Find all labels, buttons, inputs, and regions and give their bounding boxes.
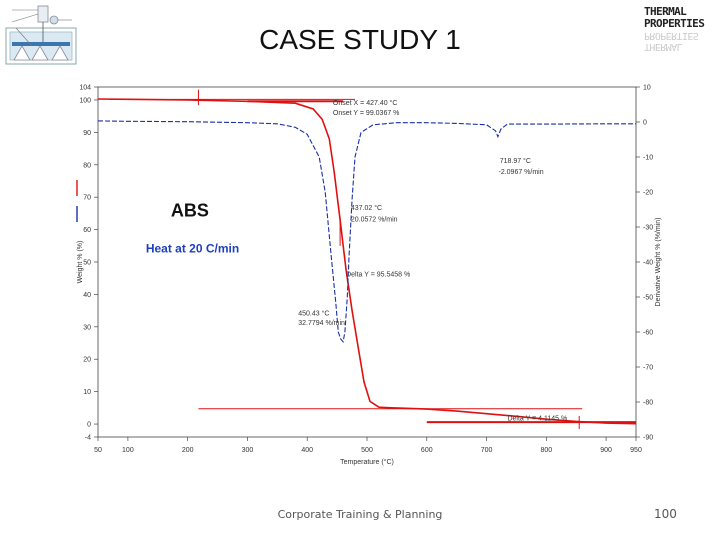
chart-overlay-condition: Heat at 20 C/min (146, 241, 239, 255)
y-tick-label: 90 (83, 130, 91, 137)
y2-tick-label: -40 (643, 260, 653, 267)
y-tick-label: 0 (87, 422, 91, 429)
y2-tick-label: -30 (643, 225, 653, 232)
chart-annotation: Delta Y = 4.1145 % (507, 415, 567, 422)
brand-text: THERMAL PROPERTIES (644, 5, 705, 30)
instrument-diagram-icon (5, 5, 77, 65)
footer-text: Corporate Training & Planning (277, 508, 443, 521)
x-tick-label: 300 (242, 447, 254, 454)
y-tick-label: 30 (83, 324, 91, 331)
slide-title: CASE STUDY 1 (259, 24, 461, 55)
y-tick-label: 104 (79, 85, 91, 92)
y-tick-label: 50 (83, 260, 91, 267)
y2-tick-label: -60 (643, 330, 653, 337)
x-tick-label: 200 (182, 447, 194, 454)
y2-tick-label: -20 (643, 190, 653, 197)
chart-annotation: Onset Y = 99.0367 % (333, 110, 400, 117)
chart-annotation: Delta Y = 95.5458 % (346, 272, 410, 279)
chart-overlay-title: ABS (171, 201, 209, 221)
chart-annotation: 718.97 °C (500, 157, 531, 165)
y2-tick-label: 0 (643, 120, 647, 127)
x-tick-label: 700 (481, 447, 493, 454)
y-tick-label: 100 (79, 97, 91, 104)
y-axis-label: Weight % (%) (77, 241, 84, 284)
x-tick-label: 950 (630, 447, 642, 454)
y-tick-label: 80 (83, 162, 91, 169)
x-tick-label: 400 (301, 447, 313, 454)
chart-annotation: 20.0572 %/min (351, 216, 398, 223)
plot-frame (97, 86, 637, 438)
y-tick-label: 40 (83, 292, 91, 299)
chart-annotation: 437.02 °C (351, 204, 382, 212)
x-tick-label: 800 (540, 447, 552, 454)
y2-tick-label: -10 (643, 155, 653, 162)
y2-tick-label: -90 (643, 435, 653, 442)
y-tick-label: 60 (83, 227, 91, 234)
page-number: 100 (654, 507, 677, 521)
y2-tick-label: -50 (643, 295, 653, 302)
x-tick-label: 100 (122, 447, 134, 454)
y2-axis-label: Derivative Weight % (%/min) (655, 218, 662, 307)
x-tick-label: 500 (361, 447, 373, 454)
y2-tick-label: -70 (643, 365, 653, 372)
x-axis-label: Temperature (°C) (340, 458, 394, 466)
derivative-weight-line (97, 120, 636, 344)
chart-annotation: Onset X = 427.40 °C (333, 99, 397, 107)
weight-line (97, 98, 637, 425)
y2-tick-label: 10 (643, 85, 651, 92)
chart-annotation: 32.7794 %/min (298, 320, 345, 327)
y-tick-label: 20 (83, 357, 91, 364)
y-tick-label: 70 (83, 195, 91, 202)
y-tick-label: -4 (85, 435, 91, 442)
x-tick-label: 900 (600, 447, 612, 454)
y-tick-label: 10 (83, 389, 91, 396)
brand-logo: THERMAL PROPERTIES THERMAL PROPERTIES (644, 5, 716, 53)
y2-tick-label: -80 (643, 400, 653, 407)
chart-annotation: -2.0967 %/min (499, 169, 544, 176)
x-tick-label: 50 (94, 447, 102, 454)
chart-annotation: 450.43 °C (298, 309, 329, 317)
x-tick-label: 600 (421, 447, 433, 454)
